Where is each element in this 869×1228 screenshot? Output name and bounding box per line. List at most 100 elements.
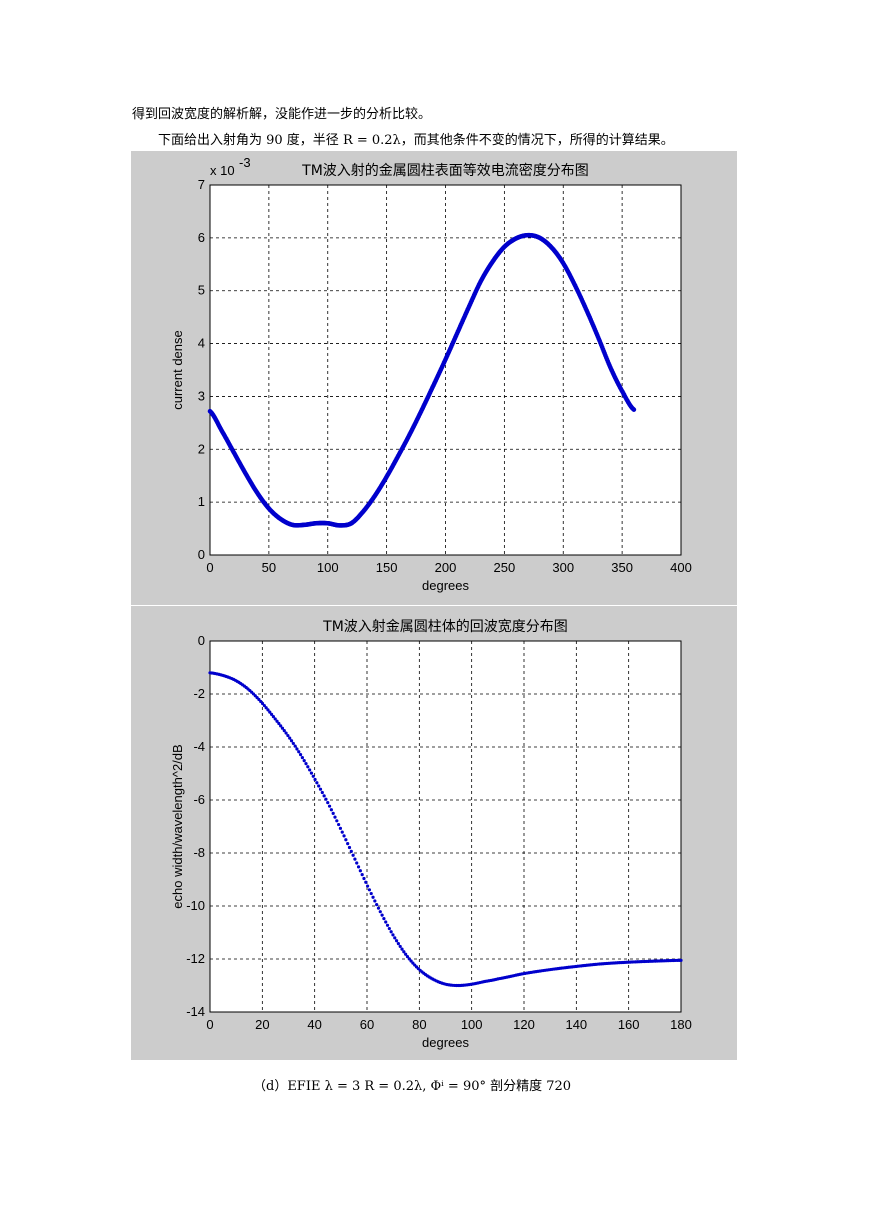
x-tick-label: 250 [494, 560, 516, 575]
x-tick-label: 100 [461, 1017, 483, 1032]
data-point [398, 944, 402, 949]
plot-area [209, 640, 682, 1013]
data-point [329, 808, 333, 812]
data-point [371, 895, 375, 899]
data-point [284, 731, 288, 735]
data-series [207, 232, 637, 528]
x-tick-label: 300 [552, 560, 574, 575]
data-point [362, 876, 366, 881]
data-point [364, 880, 368, 884]
data-point [347, 845, 352, 850]
data-point [288, 736, 292, 740]
data-point [333, 815, 337, 819]
y-axis-label: echo width/wavelength^2/dB [170, 744, 185, 908]
data-point [264, 706, 268, 710]
data-point [291, 741, 295, 746]
y-tick-label: 1 [198, 494, 205, 509]
x-tick-label: 120 [513, 1017, 535, 1032]
figure-current-density: 0 50 100 150 200 250 300 350 400 0 1 2 3 4 5 6 7 TM波入射的金属… [131, 151, 737, 605]
data-point [260, 701, 265, 706]
data-point [358, 869, 362, 873]
data-point [385, 923, 390, 927]
data-point [389, 930, 393, 934]
data-point [304, 762, 308, 766]
paragraph-description: 下面给出入射角为 90 度，半径 R = 0.2λ，而其他条件不变的情况下，所得… [158, 133, 674, 148]
y-axis-exponent-power: -3 [239, 155, 251, 170]
data-point [266, 708, 270, 712]
y-tick-label: 3 [198, 388, 205, 403]
x-tick-label: 0 [206, 560, 213, 575]
data-point [318, 787, 323, 791]
data-point [394, 939, 399, 943]
data-point [375, 902, 379, 907]
data-point [356, 865, 361, 869]
data-point [351, 853, 355, 857]
y-tick-label: -10 [186, 898, 205, 913]
echo-width-chart: 0 20 40 60 80 100 120 140 160 180 0 -2 -4 -6 -8 -10 -12 -… [170, 618, 692, 1050]
x-tick-label: 140 [565, 1017, 587, 1032]
data-point [382, 916, 386, 921]
x-tick-label: 40 [307, 1017, 321, 1032]
data-point [405, 954, 410, 959]
data-point [277, 721, 281, 726]
data-point [295, 747, 299, 751]
y-tick-label: 5 [198, 283, 205, 298]
data-point [269, 712, 274, 716]
data-point [631, 407, 637, 412]
data-point [289, 739, 294, 743]
data-point [317, 784, 321, 788]
y-tick-label: 7 [198, 177, 205, 192]
x-tick-label: 200 [435, 560, 457, 575]
y-tick-label: 6 [198, 230, 205, 245]
data-point [396, 942, 400, 946]
x-tick-label: 80 [412, 1017, 426, 1032]
data-point [326, 801, 330, 805]
data-series [208, 671, 683, 988]
data-point [282, 728, 286, 733]
x-axis-label: degrees [422, 1035, 469, 1050]
data-point [309, 771, 314, 775]
x-tick-label: 150 [376, 560, 398, 575]
data-point [366, 884, 370, 888]
data-point [331, 811, 335, 816]
data-point [407, 957, 411, 961]
data-point [327, 804, 332, 808]
data-point [349, 849, 353, 853]
data-point [273, 717, 277, 721]
data-point [380, 913, 384, 917]
y-axis-label: current dense [170, 330, 185, 410]
x-tick-label: 400 [670, 560, 692, 575]
data-point [271, 715, 276, 719]
data-point [367, 888, 372, 892]
data-point [306, 765, 310, 769]
x-axis-label: degrees [422, 578, 469, 593]
y-tick-label: -14 [186, 1004, 205, 1019]
data-point [340, 830, 344, 834]
data-point [262, 703, 266, 708]
y-tick-label: -4 [193, 739, 205, 754]
data-point [346, 842, 350, 846]
data-point [391, 933, 395, 937]
x-tick-label: 160 [618, 1017, 640, 1032]
figure-caption: （d）EFIE λ = 3 R = 0.2λ, Φⁱ = 90° 剖分精度 72… [253, 1079, 572, 1094]
current-density-chart: 0 50 100 150 200 250 300 350 400 0 1 2 3 4 5 6 7 TM波入射的金属… [170, 155, 692, 593]
data-point [384, 920, 388, 924]
data-point [313, 777, 317, 782]
data-point [344, 838, 348, 842]
data-point [315, 781, 319, 785]
data-point [302, 758, 306, 763]
data-point [360, 873, 364, 877]
chart-title: TM波入射金属圆柱体的回波宽度分布图 [322, 618, 568, 635]
data-point [393, 936, 397, 940]
y-tick-label: 4 [198, 336, 205, 351]
data-point [320, 790, 324, 795]
data-point [400, 947, 404, 951]
x-tick-label: 60 [360, 1017, 374, 1032]
x-tick-label: 100 [317, 560, 339, 575]
x-tick-label: 180 [670, 1017, 692, 1032]
data-point [342, 834, 346, 838]
data-point [275, 719, 279, 723]
figure-echo-width: 0 20 40 60 80 100 120 140 160 180 0 -2 -4 -6 -8 -10 -12 -… [131, 606, 737, 1060]
x-tick-label: 350 [611, 560, 633, 575]
data-point [402, 950, 406, 954]
